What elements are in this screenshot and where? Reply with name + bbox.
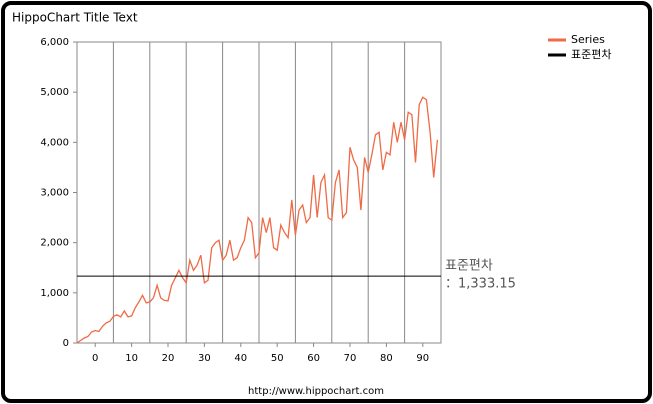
series-line (76, 96, 439, 344)
x-tick-label: 70 (344, 353, 357, 364)
chart-title: HippoChart Title Text (12, 11, 138, 25)
y-tick-label: 0 (63, 338, 69, 349)
x-tick-label: 80 (380, 353, 393, 364)
x-tick-label: 10 (125, 353, 138, 364)
legend-label: Series (571, 33, 605, 46)
y-tick-label: 5,000 (40, 87, 69, 98)
y-tick-label: 3,000 (40, 188, 69, 199)
x-tick-label: 60 (307, 353, 320, 364)
x-tick-label: 90 (416, 353, 429, 364)
x-tick-label: 40 (234, 353, 247, 364)
x-tick-label: 0 (92, 353, 98, 364)
x-tick-label: 50 (271, 353, 284, 364)
std-annotation: 표준편차 (445, 259, 493, 274)
footer: http://www.hippochart.com (248, 386, 384, 397)
y-tick-label: 4,000 (40, 137, 69, 148)
legend-label: 표준편차 (571, 48, 611, 61)
y-tick-label: 2,000 (40, 238, 69, 249)
x-tick-label: 30 (198, 353, 211, 364)
y-tick-label: 6,000 (40, 37, 69, 48)
x-tick-label: 20 (162, 353, 175, 364)
std-annotation-value: ：1,333.15 (445, 277, 516, 292)
y-tick-label: 1,000 (40, 288, 69, 299)
